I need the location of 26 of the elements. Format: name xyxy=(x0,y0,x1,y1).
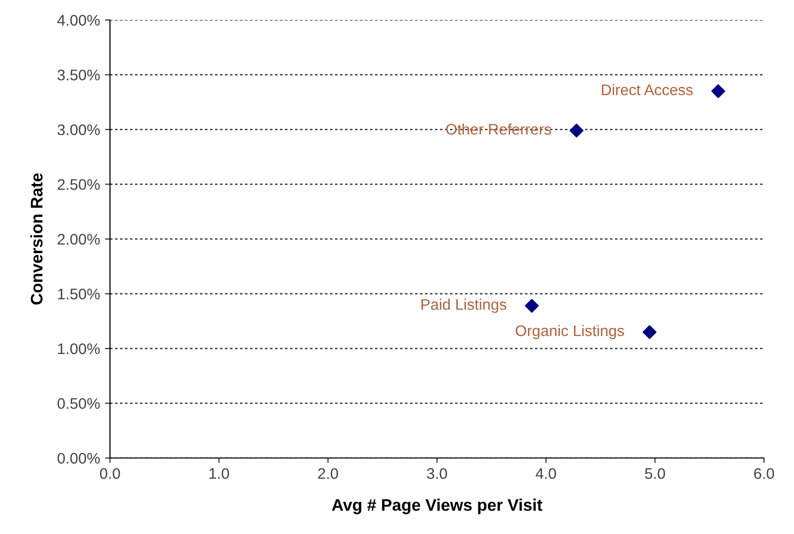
y-tick-label: 4.00% xyxy=(57,14,100,26)
annotation: Direct Access xyxy=(602,84,693,96)
point xyxy=(570,124,584,138)
annotation: Organic Listings xyxy=(516,324,624,340)
x-tick-label: 6.0 xyxy=(754,468,774,479)
annotation: Paid Listings xyxy=(421,298,506,313)
y-tick-label: 0.50% xyxy=(58,398,100,409)
y-tick-label: 2.00% xyxy=(58,234,100,245)
x-tick-label: 2.0 xyxy=(318,468,338,479)
y-tick-label: 0.00% xyxy=(58,452,100,464)
y-tick-label: 2.50% xyxy=(58,179,100,190)
y-tick-label: 3.50% xyxy=(58,70,100,80)
annotation: Other Referrers xyxy=(446,123,551,135)
y-axis-title: Conversion Rate xyxy=(30,173,43,305)
x-tick-label: 4.0 xyxy=(536,468,556,479)
point xyxy=(524,298,539,313)
x-axis-title: Avg # Page Views per Visit xyxy=(332,498,542,514)
x-tick-label: 3.0 xyxy=(426,468,448,479)
y-tick-label: 1.50% xyxy=(58,288,100,300)
x-tick-label: 0.0 xyxy=(100,468,120,479)
y-tick-label: 3.00% xyxy=(58,124,100,136)
x-tick-label: 5.0 xyxy=(644,468,666,479)
x-tick-label: 1.0 xyxy=(210,468,230,479)
point xyxy=(711,84,726,98)
point xyxy=(642,325,656,339)
y-tick-label: 1.00% xyxy=(58,343,100,354)
